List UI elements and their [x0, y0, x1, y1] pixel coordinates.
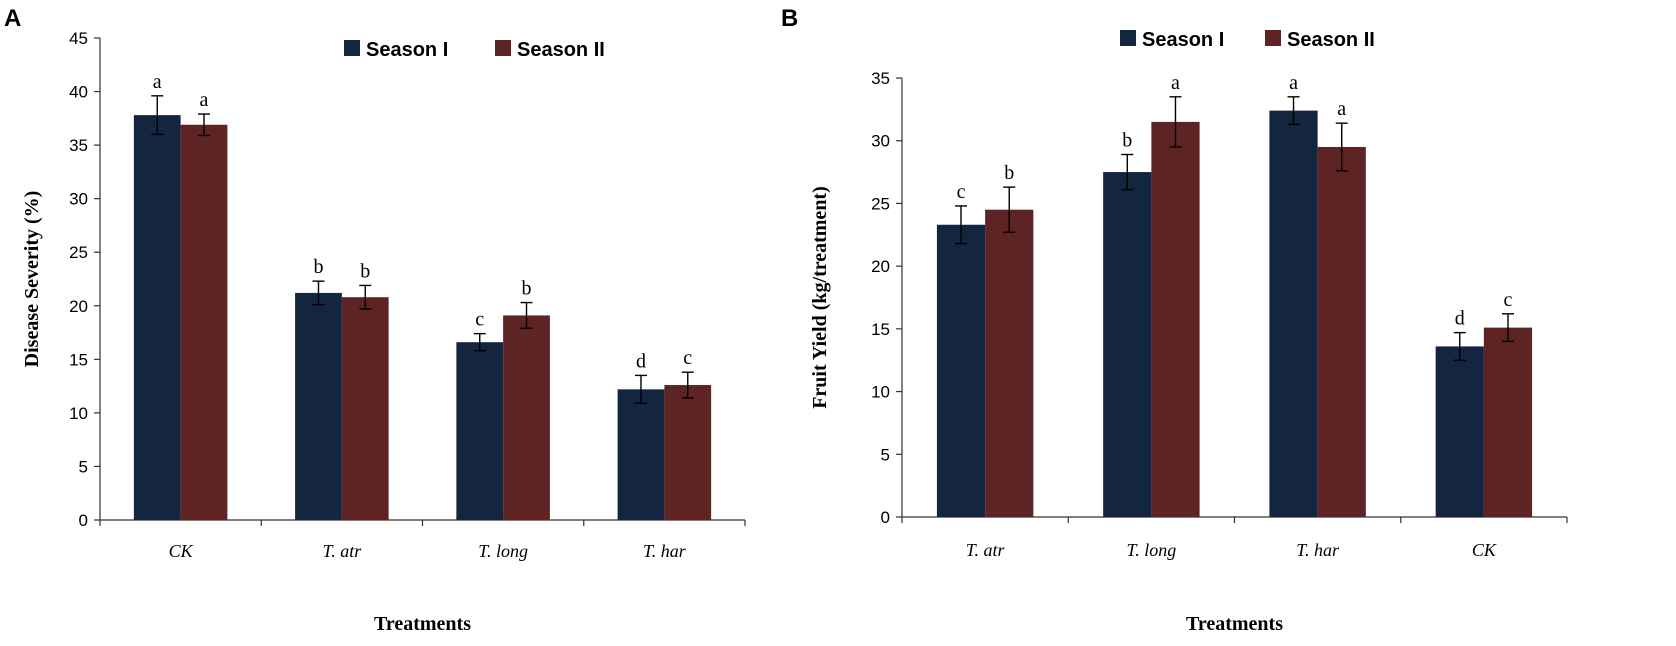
bar-season-2 — [1151, 121, 1200, 518]
y-tick-label: 40 — [69, 83, 88, 102]
legend-label: Season I — [1142, 29, 1224, 51]
bar-season-1 — [1435, 346, 1484, 517]
y-tick-label: 15 — [871, 320, 890, 339]
bar-season-2 — [503, 315, 550, 520]
y-tick-label: 45 — [69, 29, 88, 48]
legend-swatch — [1120, 30, 1136, 46]
y-tick-label: 0 — [881, 508, 890, 527]
bar-season-2 — [985, 209, 1034, 517]
significance-label: d — [1455, 308, 1465, 330]
y-tick-label: 0 — [79, 511, 88, 530]
significance-label: a — [1171, 72, 1180, 94]
y-tick-label: 25 — [871, 194, 890, 213]
legend-swatch — [495, 40, 511, 56]
bar-season-1 — [1269, 110, 1318, 518]
bar-season-1 — [936, 224, 986, 517]
significance-label: b — [360, 260, 370, 282]
x-tick-label: T. long — [1127, 540, 1177, 560]
y-tick-label: 25 — [69, 243, 88, 262]
significance-label: b — [1004, 162, 1014, 184]
y-tick-label: 30 — [69, 190, 88, 209]
x-tick-label: CK — [169, 541, 194, 561]
significance-label: b — [522, 278, 532, 300]
y-tick-label: 30 — [871, 132, 890, 151]
bar-season-2 — [341, 297, 389, 520]
x-tick-label: T. har — [643, 541, 687, 561]
y-tick-label: 35 — [871, 69, 890, 88]
significance-label: d — [636, 350, 646, 372]
significance-label: b — [313, 256, 323, 278]
legend-swatch — [1265, 30, 1281, 46]
significance-label: c — [1504, 289, 1513, 311]
significance-label: b — [1122, 130, 1132, 152]
significance-label: c — [683, 347, 692, 369]
bar-season-1 — [1103, 172, 1152, 518]
bar-season-1 — [617, 389, 665, 520]
bar-season-1 — [133, 115, 181, 521]
x-tick-label: T. long — [478, 541, 528, 561]
bar-season-1 — [295, 292, 342, 520]
x-tick-label: T. atr — [966, 540, 1006, 560]
significance-label: a — [1337, 98, 1346, 120]
legend-label: Season I — [366, 39, 448, 61]
y-tick-label: 10 — [69, 404, 88, 423]
x-axis-title: Treatments — [1186, 613, 1283, 635]
legend-label: Season II — [1287, 29, 1375, 51]
x-tick-label: T. atr — [323, 541, 363, 561]
bar-season-2 — [1317, 146, 1366, 517]
x-tick-label: CK — [1472, 540, 1497, 560]
significance-label: c — [957, 181, 966, 203]
y-tick-label: 35 — [69, 136, 88, 155]
y-axis-title: Fruit Yield (kg/treatment) — [809, 186, 831, 409]
y-axis-title: Disease Severity (%) — [21, 191, 43, 368]
significance-label: c — [475, 309, 484, 331]
significance-label: a — [153, 71, 162, 93]
y-tick-label: 20 — [871, 257, 890, 276]
legend-swatch — [344, 40, 360, 56]
y-tick-label: 15 — [69, 350, 88, 369]
significance-label: a — [1289, 72, 1298, 94]
panel-letter: B — [781, 5, 798, 32]
chart-panel-b: B 0 5 10 15 20 25 30 35 T. atr c b T. long b a T. har a a… — [781, 5, 1568, 635]
y-tick-label: 5 — [881, 445, 890, 464]
chart-panel-a: A 0 5 10 15 20 25 30 35 40 45 CK a a T. atr b b T. long c b… — [4, 5, 746, 635]
y-tick-label: 5 — [79, 457, 88, 476]
x-tick-label: T. har — [1296, 540, 1340, 560]
significance-label: a — [200, 89, 209, 111]
bar-season-1 — [456, 342, 504, 520]
bar-season-2 — [1483, 327, 1533, 517]
panel-letter: A — [4, 5, 21, 32]
bar-season-2 — [180, 124, 228, 520]
bar-season-2 — [664, 385, 712, 520]
y-tick-label: 20 — [69, 297, 88, 316]
legend-label: Season II — [517, 39, 605, 61]
y-tick-label: 10 — [871, 383, 890, 402]
x-axis-title: Treatments — [374, 613, 471, 635]
